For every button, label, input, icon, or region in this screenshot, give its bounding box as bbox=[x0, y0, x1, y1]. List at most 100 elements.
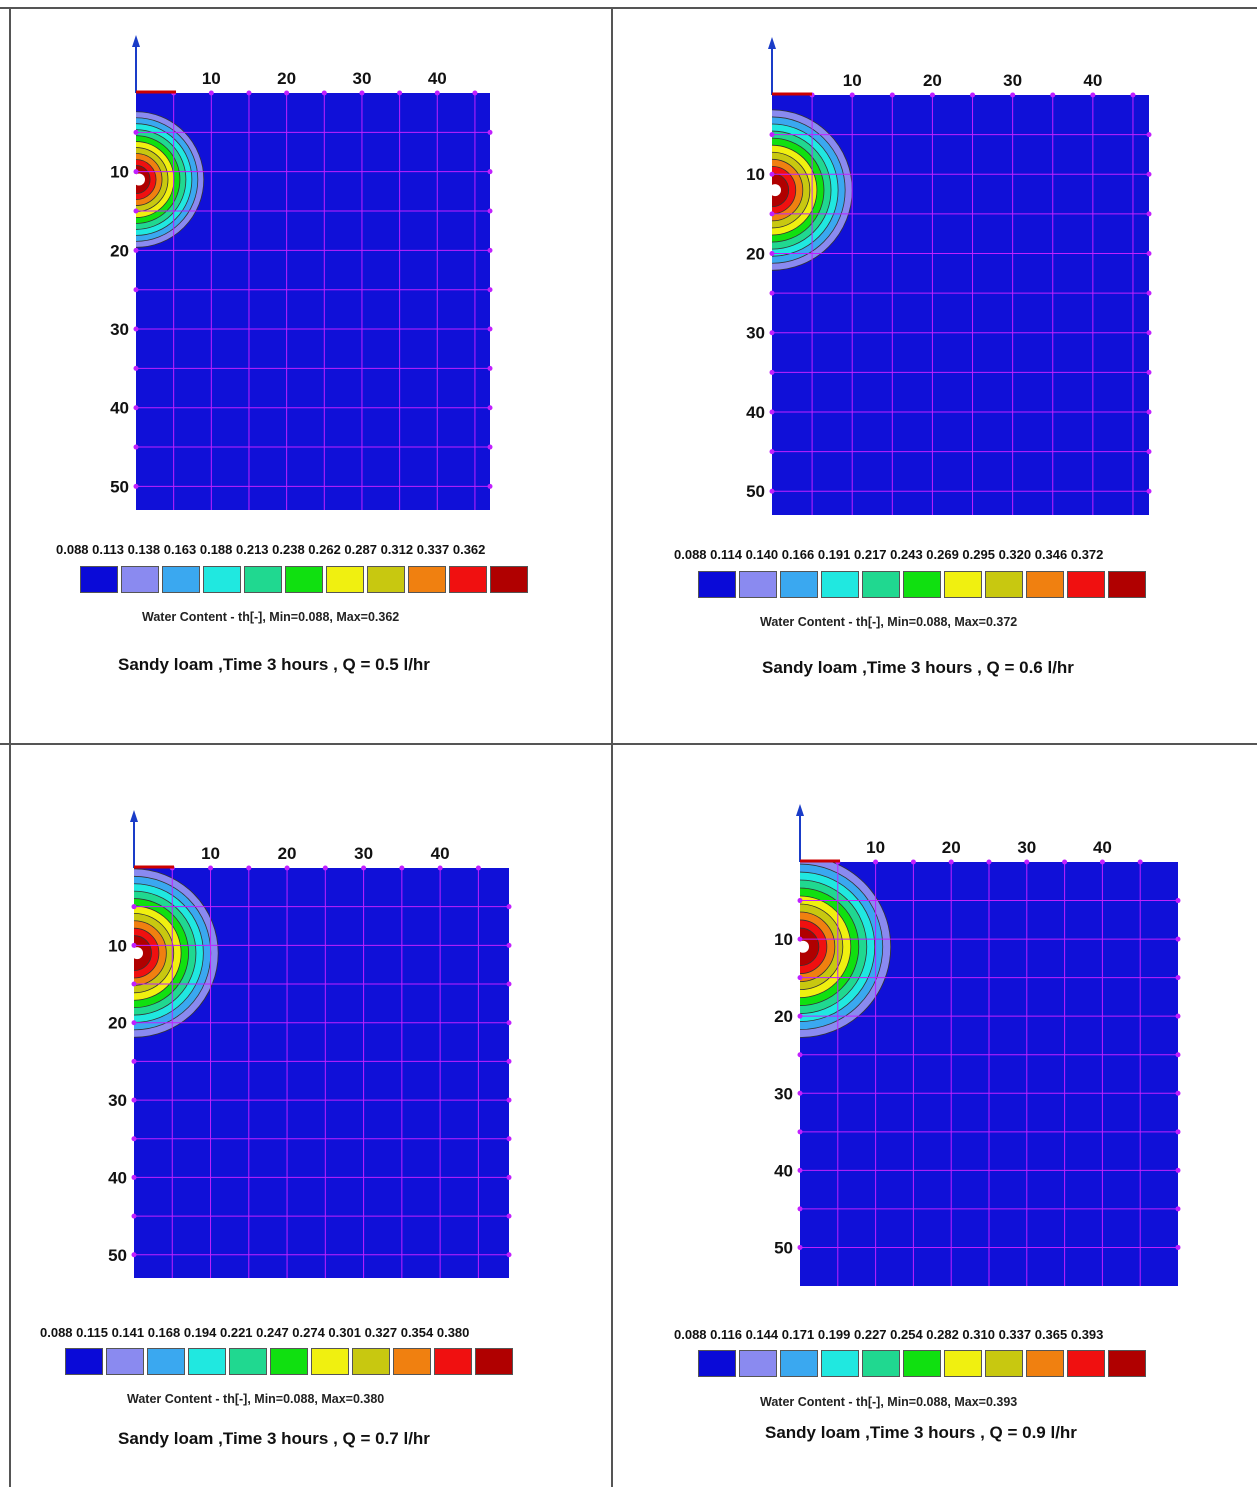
grid-node bbox=[1175, 1167, 1181, 1173]
legend-swatch bbox=[229, 1348, 267, 1375]
x-tick-label: 30 bbox=[1003, 71, 1022, 90]
legend-swatch bbox=[903, 571, 941, 598]
grid-node bbox=[1130, 92, 1136, 98]
contour-level-10 bbox=[800, 927, 820, 967]
x-tick-label: 20 bbox=[277, 69, 296, 88]
y-tick-label: 40 bbox=[774, 1161, 793, 1180]
panel-title: Sandy loam ,Time 3 hours , Q = 0.5 l/hr bbox=[118, 655, 430, 674]
legend-swatch bbox=[434, 1348, 472, 1375]
y-tick-label: 30 bbox=[110, 320, 129, 339]
grid-node bbox=[1099, 859, 1105, 865]
legend-values: 0.088 0.115 0.141 0.168 0.194 0.221 0.24… bbox=[40, 1325, 470, 1340]
grid-node bbox=[1146, 211, 1152, 217]
x-tick-label: 30 bbox=[354, 844, 373, 863]
grid-node bbox=[131, 1174, 137, 1180]
grid-node bbox=[133, 444, 139, 450]
legend-swatch bbox=[739, 1350, 777, 1377]
grid-node bbox=[769, 290, 775, 296]
legend-caption: Water Content - th[-], Min=0.088, Max=0.… bbox=[127, 1392, 385, 1406]
grid-node bbox=[506, 1174, 512, 1180]
y-tick-label: 30 bbox=[774, 1084, 793, 1103]
grid-node bbox=[506, 1213, 512, 1219]
legend-swatch bbox=[1026, 571, 1064, 598]
grid-node bbox=[506, 1252, 512, 1258]
grid-node bbox=[797, 975, 803, 981]
legend-swatch bbox=[944, 571, 982, 598]
grid-node bbox=[133, 405, 139, 411]
y-tick-label: 50 bbox=[774, 1238, 793, 1257]
grid-node bbox=[437, 865, 443, 871]
z-axis-arrow-icon bbox=[130, 810, 138, 822]
legend-swatch bbox=[862, 1350, 900, 1377]
grid-node bbox=[284, 865, 290, 871]
grid-node bbox=[769, 409, 775, 415]
legend-swatch bbox=[106, 1348, 144, 1375]
legend-swatch bbox=[698, 1350, 736, 1377]
grid-node bbox=[1175, 975, 1181, 981]
grid-node bbox=[133, 169, 139, 175]
grid-node bbox=[1146, 171, 1152, 177]
contour-plot: 10 20 30 40 10 20 30 40 50 bbox=[746, 37, 1152, 515]
grid-node bbox=[131, 1097, 137, 1103]
legend-swatch bbox=[490, 566, 528, 593]
panel-title: Sandy loam ,Time 3 hours , Q = 0.7 l/hr bbox=[118, 1429, 430, 1448]
grid-node bbox=[1146, 369, 1152, 375]
x-tick-label: 10 bbox=[202, 69, 221, 88]
y-tick-label: 20 bbox=[774, 1007, 793, 1026]
z-axis-arrow-icon bbox=[132, 35, 140, 47]
legend-swatches bbox=[698, 1350, 1146, 1377]
wetting-contours bbox=[800, 862, 892, 1038]
grid-node bbox=[948, 859, 954, 865]
grid-node bbox=[970, 92, 976, 98]
grid-node bbox=[133, 129, 139, 135]
grid-node bbox=[131, 1058, 137, 1064]
legend-swatch bbox=[985, 1350, 1023, 1377]
legend-swatch bbox=[449, 566, 487, 593]
x-tick-label: 10 bbox=[866, 838, 885, 857]
grid-node bbox=[133, 326, 139, 332]
grid-node bbox=[506, 904, 512, 910]
legend-swatch bbox=[1108, 1350, 1146, 1377]
y-tick-label: 20 bbox=[108, 1014, 127, 1033]
x-tick-label: 40 bbox=[431, 844, 450, 863]
x-tick-label: 10 bbox=[201, 844, 220, 863]
emitter-point bbox=[772, 184, 781, 197]
grid-node bbox=[506, 1058, 512, 1064]
legend-swatch bbox=[1108, 571, 1146, 598]
x-tick-label: 10 bbox=[843, 71, 862, 90]
grid-node bbox=[321, 90, 327, 96]
grid-node bbox=[769, 449, 775, 455]
grid-node bbox=[487, 405, 493, 411]
emitter-point bbox=[136, 173, 145, 186]
grid-node bbox=[1146, 132, 1152, 138]
grid-node bbox=[797, 1052, 803, 1058]
grid-node bbox=[1175, 1090, 1181, 1096]
grid-node bbox=[208, 865, 214, 871]
legend-swatch bbox=[739, 571, 777, 598]
grid-node bbox=[133, 365, 139, 371]
z-axis-arrow-icon bbox=[768, 37, 776, 49]
x-tick-label: 20 bbox=[278, 844, 297, 863]
grid-node bbox=[769, 369, 775, 375]
legend-swatch bbox=[903, 1350, 941, 1377]
legend-swatch bbox=[985, 571, 1023, 598]
legend-swatch bbox=[393, 1348, 431, 1375]
grid-node bbox=[769, 488, 775, 494]
legend-swatch bbox=[188, 1348, 226, 1375]
y-tick-label: 10 bbox=[108, 936, 127, 955]
z-axis-arrow-icon bbox=[796, 804, 804, 816]
grid-node bbox=[131, 981, 137, 987]
grid-node bbox=[506, 1097, 512, 1103]
grid-node bbox=[246, 90, 252, 96]
y-tick-label: 20 bbox=[746, 244, 765, 263]
grid-node bbox=[472, 90, 478, 96]
panel-title: Sandy loam ,Time 3 hours , Q = 0.9 l/hr bbox=[765, 1423, 1077, 1442]
y-tick-label: 10 bbox=[110, 163, 129, 182]
grid-node bbox=[506, 1020, 512, 1026]
grid-node bbox=[487, 208, 493, 214]
legend-swatch bbox=[821, 1350, 859, 1377]
grid-node bbox=[889, 92, 895, 98]
legend-swatch bbox=[1026, 1350, 1064, 1377]
